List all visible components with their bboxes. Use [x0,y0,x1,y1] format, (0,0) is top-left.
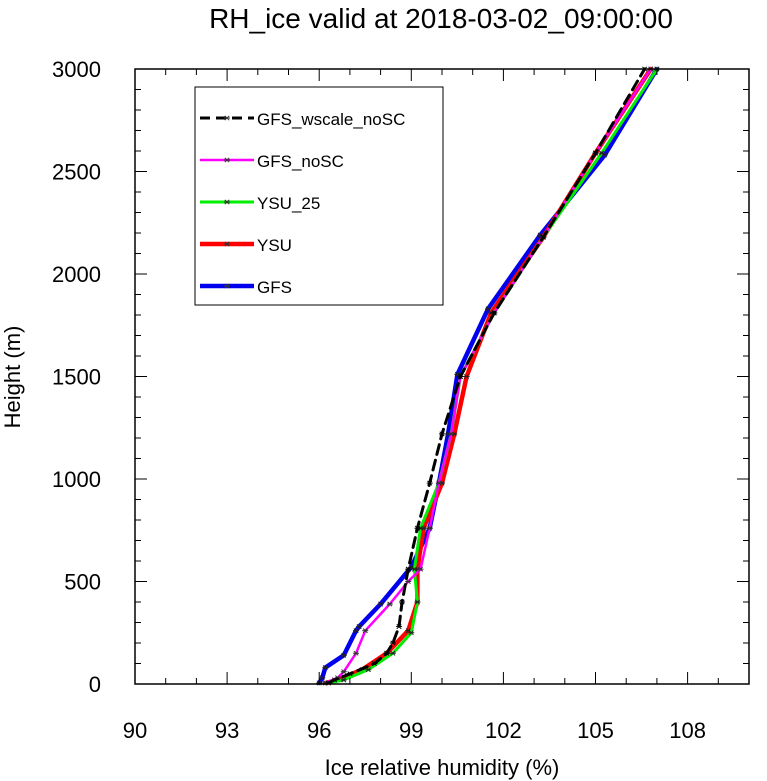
data-point [408,630,415,636]
data-point [540,234,547,240]
data-point [426,480,433,486]
x-axis-label: Ice relative humidity (%) [325,755,560,780]
data-point [426,525,433,531]
data-point [399,599,406,605]
plot-area [316,66,660,686]
x-tick-label: 99 [399,718,423,743]
y-tick-label: 2000 [52,262,101,287]
data-point [598,150,605,156]
legend-marker [224,241,230,247]
data-point [346,671,353,677]
data-point [371,660,378,667]
data-point [353,650,360,656]
data-point [592,150,599,156]
data-point [411,566,418,572]
data-point [485,306,492,312]
data-point [389,640,396,646]
legend-marker [224,283,230,289]
x-tick-label: 93 [215,718,239,743]
data-point [463,373,470,380]
data-point [439,431,445,437]
legend-marker [224,157,230,163]
legend-label: YSU [257,236,292,255]
data-point [448,431,455,437]
data-point [457,373,464,380]
y-tick-label: 3000 [52,57,101,82]
x-tick-label: 108 [669,718,706,743]
data-point [414,599,421,605]
legend-label: GFS [257,278,292,297]
y-tick-label: 1500 [52,365,101,390]
data-point [356,624,363,630]
y-axis-label: Height (m) [0,326,25,429]
legend-marker [224,199,230,205]
legend-label: YSU_25 [257,194,320,213]
data-point [491,310,498,316]
data-point [601,152,608,158]
legend: GFS_wscale_noSC GFS_noSC YSU_25 YSU GFS [194,86,444,306]
data-point [377,601,384,607]
data-point [417,566,424,572]
data-point [331,677,338,683]
legend-label: GFS_noSC [257,152,344,171]
x-tick-label: 90 [123,718,147,743]
x-tick-label: 96 [307,718,331,743]
data-point [396,624,403,630]
data-point [383,650,390,656]
data-point [389,650,396,656]
data-point [405,566,412,572]
x-tick-label: 105 [577,718,614,743]
chart-title: RH_ice valid at 2018-03-02_09:00:00 [209,3,673,34]
y-tick-label: 2500 [52,160,101,185]
legend-marker [224,115,230,121]
data-point [319,675,326,681]
data-point [322,665,329,671]
y-tick-label: 0 [89,672,101,697]
data-point [340,669,347,675]
legend-box [194,86,444,306]
data-point [414,525,421,531]
data-point [454,371,461,378]
x-tick-label: 102 [485,718,522,743]
legend-label: GFS_wscale_noSC [257,110,405,129]
data-point [340,677,347,683]
data-point [435,480,442,486]
y-tick-label: 1000 [52,467,101,492]
axis-ticks: 90 93 96 99 102 105 108 0 500 1000 1500 2000 2500 300… [52,57,750,743]
data-point [386,601,393,607]
data-point [340,652,347,658]
data-point [362,628,369,634]
data-point [353,628,360,634]
y-tick-label: 500 [64,570,101,595]
